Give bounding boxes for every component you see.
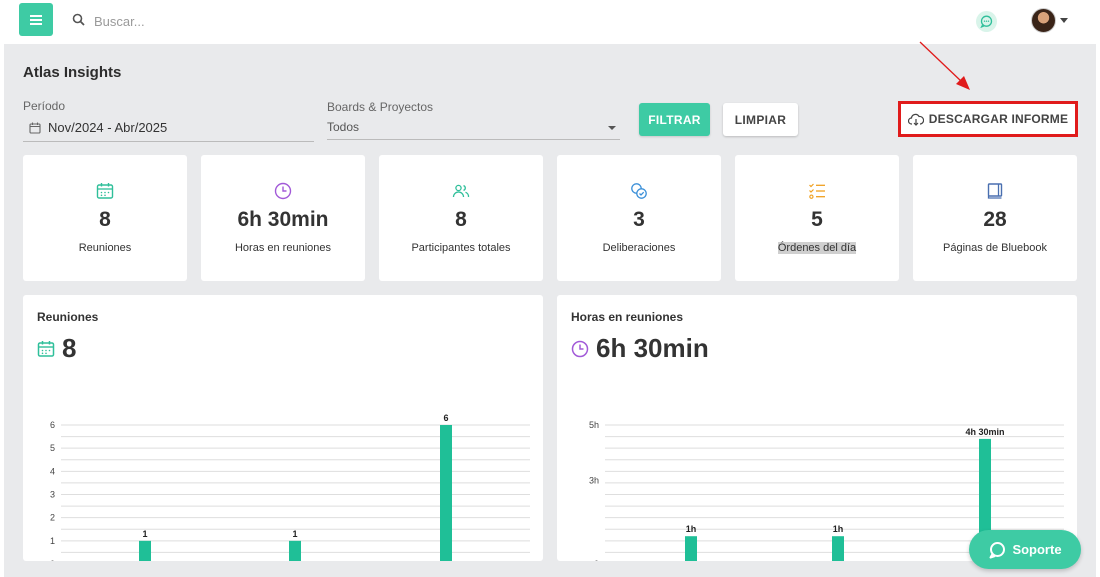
y-tick-label: 2 bbox=[50, 513, 55, 523]
panel-title: Reuniones bbox=[37, 310, 99, 324]
period-field[interactable]: Nov/2024 - Abr/2025 bbox=[23, 114, 314, 142]
panel-total: 6h 30min bbox=[571, 333, 709, 364]
search-input[interactable] bbox=[94, 11, 394, 31]
panel-total: 8 bbox=[37, 333, 76, 364]
vote-icon bbox=[557, 182, 721, 202]
stat-card-1: 8 Reuniones bbox=[23, 155, 187, 281]
meetings-bar-chart: 0123456111/2024112/2024604/2025 bbox=[50, 413, 530, 561]
stat-value: 6h 30min bbox=[237, 208, 329, 231]
stat-label: Órdenes del día bbox=[777, 242, 857, 254]
chat-bubble-icon bbox=[989, 541, 1006, 558]
y-tick-label: 4 bbox=[50, 466, 55, 476]
search-icon bbox=[72, 13, 85, 26]
users-icon bbox=[379, 182, 543, 202]
stat-label-wrap: Reuniones bbox=[23, 242, 187, 254]
stat-label-wrap: Horas en reuniones bbox=[201, 242, 365, 254]
stat-label-wrap: Deliberaciones bbox=[557, 242, 721, 254]
support-button[interactable]: Soporte bbox=[969, 530, 1081, 569]
stat-label-wrap: Páginas de Bluebook bbox=[913, 242, 1077, 254]
annotation-arrow bbox=[919, 41, 970, 90]
stat-card-6: 28 Páginas de Bluebook bbox=[913, 155, 1077, 281]
y-tick-label: 0 bbox=[50, 559, 55, 561]
y-tick-label: 3h bbox=[589, 476, 599, 486]
bar bbox=[289, 540, 301, 561]
chat-icon[interactable] bbox=[976, 11, 997, 32]
clock-icon bbox=[201, 182, 365, 202]
stat-label-wrap: Órdenes del día bbox=[735, 242, 899, 254]
download-report-label: DESCARGAR INFORME bbox=[928, 112, 1069, 126]
calendar-icon bbox=[23, 182, 187, 202]
boards-select[interactable]: Todos bbox=[327, 115, 620, 140]
chevron-down-icon bbox=[608, 126, 616, 130]
data-label: 4h 30min bbox=[965, 427, 1004, 437]
chevron-down-icon[interactable] bbox=[1060, 18, 1068, 23]
stat-value: 5 bbox=[811, 208, 823, 231]
filter-button[interactable]: FILTRAR bbox=[639, 103, 710, 136]
stat-card-5: 5 Órdenes del día bbox=[735, 155, 899, 281]
bar bbox=[832, 536, 844, 561]
page-title: Atlas Insights bbox=[23, 64, 122, 81]
stat-value: 8 bbox=[455, 208, 467, 231]
y-tick-label: 1 bbox=[50, 536, 55, 546]
y-tick-label: 5 bbox=[50, 443, 55, 453]
stat-label-wrap: Participantes totales bbox=[379, 242, 543, 254]
clock-icon bbox=[571, 340, 589, 357]
support-label: Soporte bbox=[1012, 542, 1062, 557]
stat-label: Deliberaciones bbox=[602, 242, 676, 254]
data-label: 1 bbox=[142, 529, 147, 539]
panel-total-value: 6h 30min bbox=[596, 333, 709, 363]
stat-card-4: 3 Deliberaciones bbox=[557, 155, 721, 281]
top-bar bbox=[0, 0, 1100, 44]
hours-chart-panel: Horas en reuniones 6h 30min 03h5h1h11/20… bbox=[557, 295, 1077, 561]
y-tick-label: 5h bbox=[589, 420, 599, 430]
stat-card-3: 8 Participantes totales bbox=[379, 155, 543, 281]
cloud-download-icon bbox=[907, 113, 924, 126]
y-tick-label: 6 bbox=[50, 420, 55, 430]
avatar[interactable] bbox=[1031, 8, 1056, 33]
book-icon bbox=[913, 182, 1077, 202]
panel-total-value: 8 bbox=[62, 333, 77, 363]
data-label: 6 bbox=[443, 413, 448, 423]
y-tick-label: 0 bbox=[594, 559, 599, 561]
y-tick-label: 3 bbox=[50, 490, 55, 500]
calendar-icon bbox=[37, 340, 55, 357]
period-label: Período bbox=[23, 99, 66, 113]
stat-card-2: 6h 30min Horas en reuniones bbox=[201, 155, 365, 281]
checklist-icon bbox=[735, 182, 899, 202]
stat-label: Horas en reuniones bbox=[234, 242, 331, 254]
message-bubble-icon bbox=[980, 15, 993, 28]
calendar-icon bbox=[29, 122, 41, 134]
bar bbox=[685, 536, 697, 561]
boards-value: Todos bbox=[327, 120, 360, 134]
hours-bar-chart: 03h5h1h11/20241h12/20244h 30min04/2025 bbox=[589, 420, 1064, 561]
hamburger-icon bbox=[30, 14, 42, 25]
stat-value: 3 bbox=[633, 208, 645, 231]
stat-label: Páginas de Bluebook bbox=[943, 242, 1047, 254]
data-label: 1 bbox=[292, 529, 297, 539]
data-label: 1h bbox=[833, 524, 844, 534]
bar bbox=[139, 540, 151, 561]
clear-button[interactable]: LIMPIAR bbox=[723, 103, 798, 136]
stat-label: Reuniones bbox=[78, 242, 132, 254]
panel-title: Horas en reuniones bbox=[571, 310, 684, 324]
period-value: Nov/2024 - Abr/2025 bbox=[48, 120, 168, 135]
stat-value: 28 bbox=[983, 208, 1007, 231]
main-content: Atlas Insights Período Nov/2024 - Abr/20… bbox=[4, 41, 1096, 577]
download-report-button[interactable]: DESCARGAR INFORME bbox=[898, 101, 1078, 137]
boards-label: Boards & Proyectos bbox=[327, 100, 434, 114]
stat-label: Participantes totales bbox=[411, 242, 511, 254]
data-label: 1h bbox=[686, 524, 697, 534]
bar bbox=[440, 425, 452, 561]
stat-value: 8 bbox=[99, 208, 111, 231]
menu-button[interactable] bbox=[19, 3, 53, 36]
meetings-chart-panel: Reuniones 8 0123456111/2024112/2024604/2… bbox=[23, 295, 543, 561]
